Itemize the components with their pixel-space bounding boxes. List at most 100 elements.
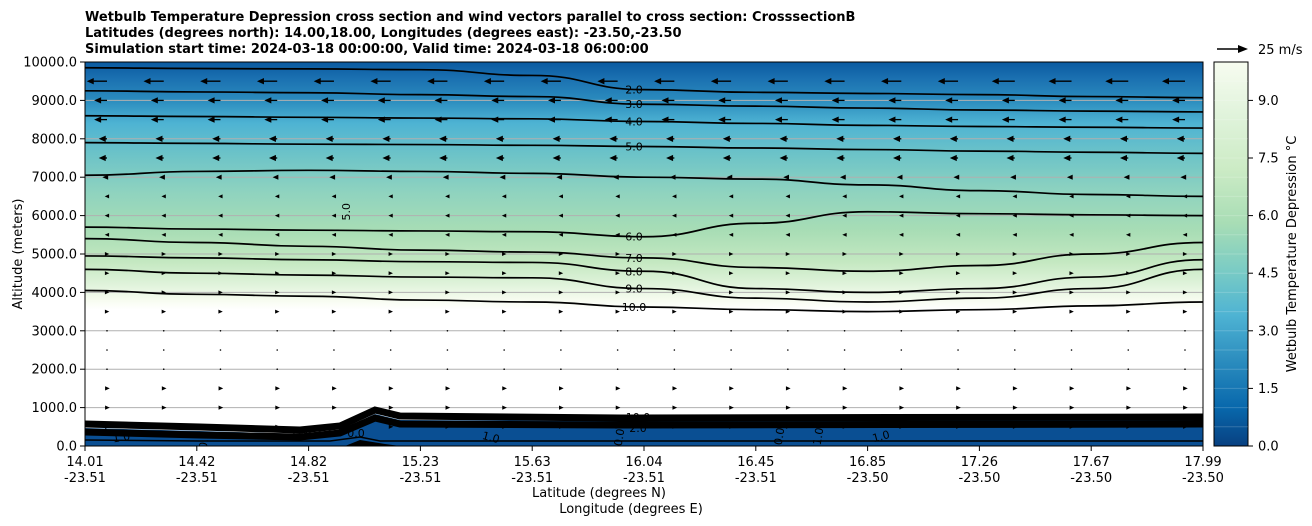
wind-vectors	[86, 78, 1188, 429]
wind-vector	[560, 349, 562, 351]
wind-vector	[155, 154, 164, 162]
wind-vector	[445, 386, 451, 391]
wind-vector	[843, 330, 846, 332]
wind-vector	[888, 97, 902, 104]
wind-vector	[729, 290, 734, 295]
wind-vector	[783, 174, 790, 180]
wind-vector	[718, 97, 732, 104]
wind-vector	[722, 135, 732, 142]
wind-vector	[787, 368, 789, 371]
wind-vector	[445, 424, 451, 429]
wind-vector	[162, 349, 165, 351]
wind-vector	[1013, 349, 1016, 351]
colorbar-tick-label: 0.0	[1258, 440, 1279, 455]
wind-vector	[558, 424, 564, 429]
wind-vector	[98, 135, 107, 142]
contour-line	[85, 255, 1203, 294]
wind-vector	[161, 232, 166, 237]
wind-vector	[1172, 97, 1185, 104]
wind-vector	[218, 405, 224, 410]
colorbar-ticks: 0.0 1.5 3.0 4.5 6.0 7.5 9.0	[1248, 94, 1279, 455]
wind-vector	[785, 309, 791, 314]
wind-vector	[325, 154, 334, 162]
wind-vector	[218, 309, 223, 314]
wind-vector	[615, 386, 621, 391]
wind-vector	[1069, 290, 1074, 295]
wind-vector	[162, 368, 165, 371]
wind-vector	[495, 135, 505, 142]
surface-contour-bundle-top	[85, 406, 1203, 434]
wind-vector	[501, 213, 507, 218]
wind-vector	[86, 78, 107, 85]
wind-vector	[654, 78, 675, 85]
wind-vector	[616, 368, 619, 371]
wind-vector	[207, 97, 221, 104]
quiver-key: 25 m/s	[1217, 43, 1303, 58]
wind-vector	[672, 252, 677, 256]
y-tick-label: 6000.0	[32, 209, 78, 224]
wind-vector	[331, 213, 337, 218]
wind-vector	[888, 116, 902, 123]
wind-vector	[321, 116, 334, 123]
wind-vector	[899, 252, 904, 256]
wind-vector	[842, 252, 847, 256]
wind-vector	[333, 349, 335, 351]
wind-vector	[937, 78, 959, 85]
wind-vector	[1176, 154, 1185, 162]
wind-vector	[955, 213, 961, 218]
wind-vector	[1162, 78, 1185, 85]
wind-vector	[104, 252, 110, 256]
wind-vector	[275, 309, 280, 314]
wind-vector	[672, 213, 677, 218]
wind-vector	[774, 97, 788, 104]
wind-vector	[275, 290, 280, 295]
wind-vector	[331, 290, 337, 295]
contour-line	[85, 169, 1203, 198]
wind-vector	[673, 368, 676, 371]
wind-vector	[945, 116, 959, 123]
wind-vector	[615, 309, 620, 314]
wind-vector	[502, 271, 507, 276]
contour-line	[85, 210, 1203, 238]
wind-vector	[445, 252, 450, 256]
wind-vector	[1010, 174, 1016, 180]
wind-vector	[552, 135, 561, 142]
wind-vector	[615, 424, 621, 429]
wind-vector	[104, 232, 110, 237]
wind-vector	[389, 349, 392, 351]
wind-vector	[427, 78, 448, 85]
wind-vector	[218, 213, 223, 218]
colorbar-tick-label: 6.0	[1258, 209, 1279, 224]
wind-vector	[105, 424, 110, 429]
wind-vector	[896, 174, 903, 180]
wind-vector	[264, 97, 278, 104]
wind-vector	[729, 309, 734, 314]
wind-vector	[666, 135, 675, 142]
wind-vector	[779, 154, 788, 162]
wind-vector	[881, 78, 902, 85]
wind-vector	[502, 386, 507, 391]
wind-vector	[275, 386, 280, 391]
wind-vector	[899, 424, 905, 429]
wind-vector	[1012, 271, 1018, 276]
wind-vector	[200, 78, 221, 85]
wind-vector	[1013, 368, 1016, 371]
wind-vector	[1070, 349, 1073, 351]
wind-vector	[672, 405, 678, 410]
colorbar: 0.0 1.5 3.0 4.5 6.0 7.5 9.0 Wetbulb Temperatur…	[1213, 61, 1300, 455]
wind-vector	[548, 97, 561, 104]
wind-vector	[1182, 213, 1188, 218]
wind-vector	[1126, 405, 1132, 410]
wind-vector	[162, 330, 165, 332]
wind-vector	[1069, 424, 1075, 429]
boundary-contour-label: 0.0	[347, 427, 365, 440]
wind-vector	[615, 252, 620, 256]
wind-vector	[218, 194, 223, 199]
wind-vector	[956, 386, 961, 391]
wind-vector	[502, 405, 507, 410]
wind-vector	[785, 194, 790, 199]
wind-vector	[718, 116, 732, 123]
wind-vector	[207, 116, 221, 123]
wind-vector	[615, 271, 620, 276]
